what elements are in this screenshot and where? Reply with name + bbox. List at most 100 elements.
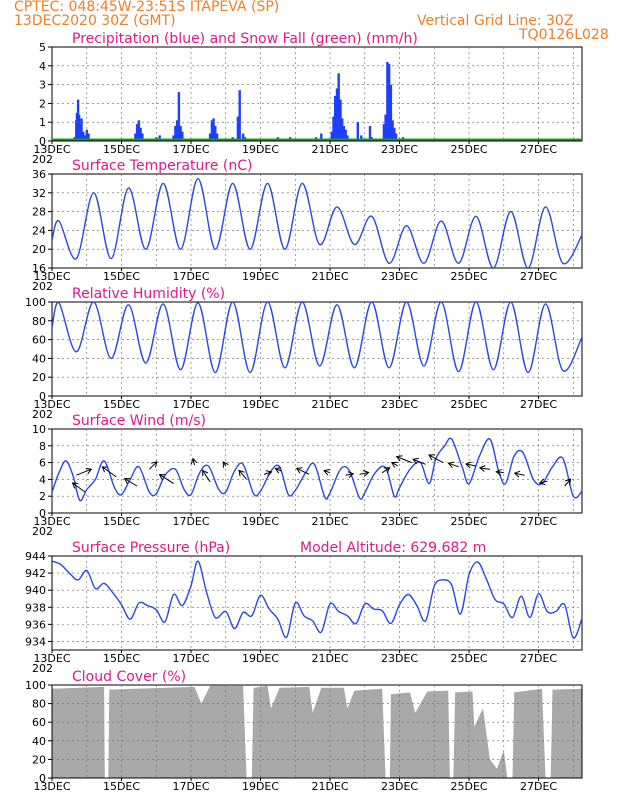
wind-arrow — [428, 454, 444, 464]
wind-arrow-head — [274, 467, 282, 474]
panel-title: Precipitation (blue) and Snow Fall (gree… — [72, 31, 418, 47]
precip-bar — [356, 122, 359, 141]
y-tick-label: 938 — [25, 601, 46, 614]
cloud-cover-area — [52, 685, 582, 778]
x-tick-label: 27DEC — [520, 515, 557, 528]
panel-title: Surface Temperature (nC) — [72, 158, 253, 174]
precip-bar — [344, 129, 347, 141]
panel-title: Cloud Cover (%) — [72, 669, 186, 685]
humidity-line — [52, 302, 582, 374]
y-tick-label: 10 — [32, 423, 46, 436]
x-tick-label: 13DEC — [33, 143, 70, 156]
wind-arrow-head — [123, 478, 131, 485]
y-tick-label: 4 — [39, 473, 46, 486]
precip-bar — [139, 127, 142, 141]
model-altitude-label: Model Altitude: 629.682 m — [300, 540, 486, 556]
x-tick-label: 15DEC — [103, 652, 140, 665]
wind-arrow-head — [265, 470, 273, 477]
y-tick-label: 40 — [32, 735, 46, 748]
wind-arrow — [391, 462, 399, 467]
precip-bar — [215, 133, 219, 141]
x-tick-label: 19DEC — [242, 398, 279, 411]
wind-arrow — [159, 474, 174, 485]
wind-arrow — [381, 467, 390, 474]
wind-arrow-head — [323, 468, 330, 476]
wind-arrow-head — [383, 467, 391, 474]
wind-arrow — [345, 473, 354, 476]
pressure-line — [52, 560, 582, 639]
precip-bar — [134, 133, 137, 141]
y-tick-label: 934 — [25, 635, 46, 648]
panel-title: Surface Wind (m/s) — [72, 413, 206, 429]
x-tick-label: 19DEC — [242, 515, 279, 528]
y-tick-label: 2 — [39, 490, 46, 503]
wind-arrow-head — [390, 461, 398, 468]
panel-6: 0 20 40 60 80 100 13DEC 15DEC 17DEC 19DEC 21DEC 23D… — [25, 669, 583, 793]
x-tick-label: 17DEC — [172, 270, 209, 283]
wind-arrow-head — [447, 461, 455, 469]
wind-arrow-head — [101, 466, 109, 473]
precip-bar — [387, 63, 391, 141]
precip-bar — [208, 133, 212, 141]
y-tick-label: 100 — [25, 296, 46, 309]
wind-arrow-head — [238, 469, 245, 477]
year-label-clipped: 202 — [32, 662, 53, 675]
x-tick-label: 19DEC — [242, 780, 279, 793]
precip-bar — [339, 99, 342, 141]
precip-bar — [214, 126, 217, 141]
y-tick-label: 8 — [39, 440, 46, 453]
wind_speed-line — [52, 437, 582, 502]
y-tick-label: 5 — [39, 41, 46, 54]
y-tick-label: 942 — [25, 567, 46, 580]
wind-arrow — [564, 478, 572, 487]
panel-frame — [51, 428, 583, 514]
precip-bar — [360, 135, 363, 141]
y-tick-label: 80 — [32, 315, 46, 328]
precip-bar — [335, 88, 339, 141]
x-tick-label: 21DEC — [311, 780, 348, 793]
precip-bar — [172, 135, 175, 141]
year-label-clipped: 202 — [32, 153, 53, 166]
x-tick-label: 15DEC — [103, 270, 140, 283]
x-tick-label: 21DEC — [311, 515, 348, 528]
wind-arrow — [514, 472, 525, 476]
panel-frame — [51, 46, 583, 142]
x-tick-label: 23DEC — [381, 270, 418, 283]
x-tick-label: 21DEC — [311, 270, 348, 283]
precip-bar — [82, 131, 85, 141]
temperature-line — [52, 177, 582, 268]
year-label-clipped: 202 — [32, 408, 53, 421]
wind-arrow-head — [85, 467, 93, 475]
y-tick-label: 3 — [39, 79, 46, 92]
wind-arrow-head — [478, 465, 486, 472]
wind-arrow-head — [564, 478, 572, 485]
y-tick-label: 36 — [32, 168, 46, 181]
wind-arrow-head — [190, 457, 198, 465]
x-tick-label: 25DEC — [450, 515, 487, 528]
y-tick-label: 936 — [25, 618, 46, 631]
wind-arrow — [148, 461, 158, 470]
wind-arrow-head — [151, 461, 158, 468]
x-tick-label: 23DEC — [381, 143, 418, 156]
precip-bar — [83, 135, 87, 141]
panel-frame — [51, 301, 583, 397]
wind-arrow-head — [513, 470, 521, 478]
x-tick-label: 25DEC — [450, 398, 487, 411]
x-tick-label: 27DEC — [520, 398, 557, 411]
precip-bar — [85, 129, 88, 141]
wind-arrow — [412, 458, 426, 465]
y-tick-label: 20 — [32, 753, 46, 766]
precip-bar — [177, 92, 181, 141]
precip-bar — [342, 126, 346, 141]
wind-arrow-head — [347, 471, 355, 478]
x-tick-label: 15DEC — [103, 143, 140, 156]
wind-arrow — [238, 470, 248, 480]
y-tick-label: 28 — [32, 206, 46, 219]
wind-arrow — [102, 466, 117, 478]
panel-title: Relative Humidity (%) — [72, 286, 225, 302]
panel-frame — [51, 555, 583, 651]
precip-bar — [386, 62, 389, 141]
year-label-clipped: 202 — [32, 280, 53, 293]
wind-arrow — [263, 471, 272, 475]
y-tick-label: 40 — [32, 352, 46, 365]
